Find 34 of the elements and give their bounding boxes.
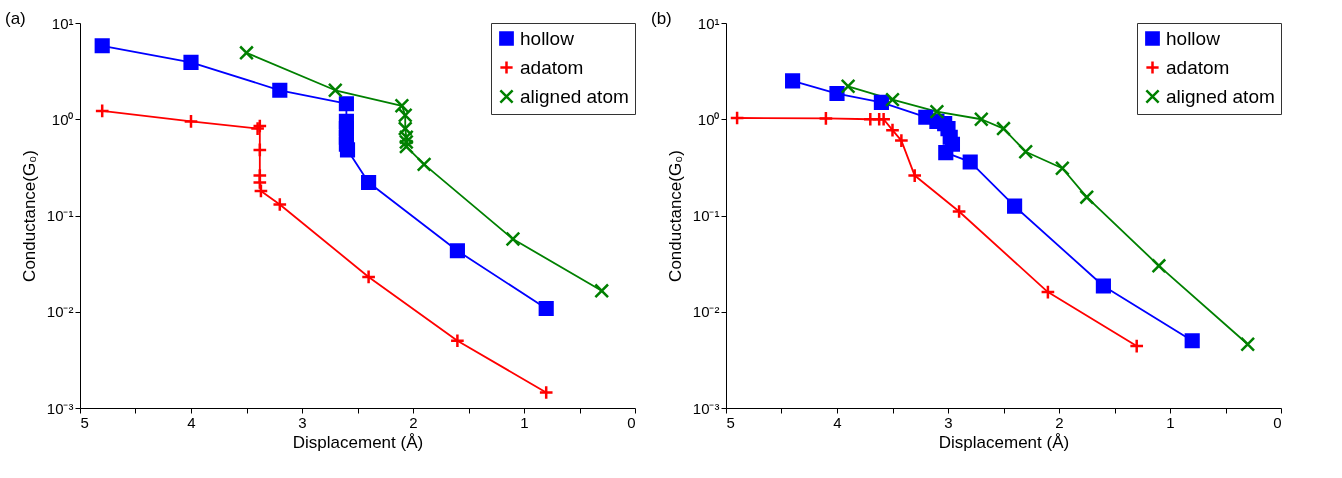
legend-label: aligned atom [1166, 85, 1275, 107]
x-tick-label: 2 [1055, 413, 1064, 431]
y-tick-label: 10⁻² [692, 303, 720, 321]
x-tick-label: 5 [80, 413, 89, 431]
x-tick-label: 0 [627, 413, 636, 431]
y-tick-label: 10⁰ [51, 110, 74, 128]
y-axis-title: Conductance(G₀) [19, 150, 39, 282]
x-tick-label: 4 [187, 413, 196, 431]
chart-title: (b) [651, 9, 672, 28]
y-tick-label: 10⁻³ [46, 399, 74, 417]
x-axis-title: Displacement (Å) [938, 432, 1070, 452]
y-axis-title: Conductance(G₀) [665, 150, 685, 282]
x-tick-label: 1 [1166, 413, 1175, 431]
y-tick-label: 10⁻³ [692, 399, 720, 417]
legend-label: adatom [520, 56, 584, 78]
chart-title: (a) [5, 9, 26, 28]
legend-label: hollow [520, 27, 575, 49]
y-tick-label: 10¹ [51, 14, 74, 32]
x-tick-label: 4 [833, 413, 842, 431]
x-tick-label: 3 [298, 413, 307, 431]
y-tick-label: 10⁻¹ [692, 207, 720, 224]
x-axis-title: Displacement (Å) [292, 432, 424, 452]
x-tick-label: 1 [520, 413, 529, 431]
y-tick-label: 10⁻² [46, 303, 74, 321]
x-tick-label: 0 [1273, 413, 1282, 431]
y-tick-label: 10¹ [697, 14, 720, 32]
y-tick-label: 10⁰ [697, 110, 720, 128]
x-tick-label: 5 [726, 413, 735, 431]
legend-label: hollow [1166, 27, 1221, 49]
y-tick-label: 10⁻¹ [46, 207, 74, 224]
legend-label: aligned atom [520, 85, 629, 107]
legend-label: adatom [1166, 56, 1230, 78]
x-tick-label: 2 [409, 413, 418, 431]
x-tick-label: 3 [944, 413, 953, 431]
